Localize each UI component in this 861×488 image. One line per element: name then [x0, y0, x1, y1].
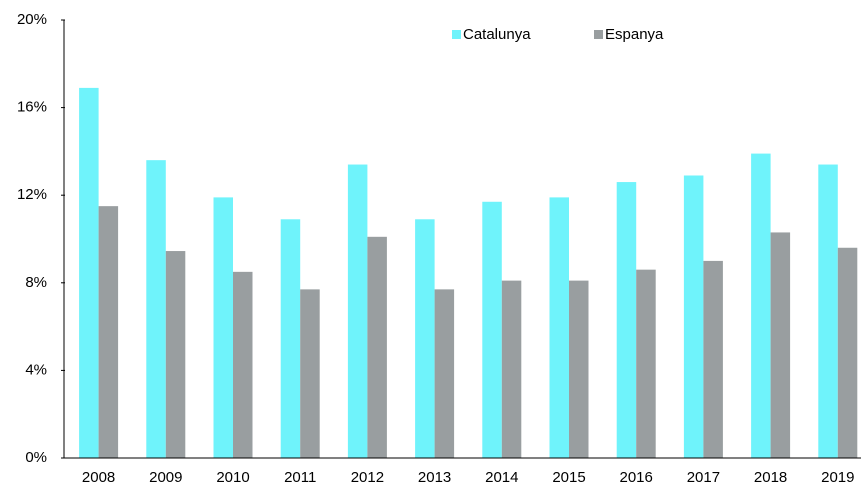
bar	[837, 247, 858, 458]
y-tick-label: 8%	[25, 274, 47, 291]
x-tick-label: 2012	[351, 469, 384, 486]
bar	[751, 153, 771, 458]
legend-label: Espanya	[605, 26, 664, 43]
bar	[300, 289, 320, 458]
bar	[367, 236, 387, 458]
bar	[434, 289, 455, 458]
x-tick-label: 2015	[552, 469, 585, 486]
bar	[549, 197, 569, 458]
y-tick-label: 16%	[17, 99, 47, 116]
bar	[683, 175, 704, 459]
x-tick-label: 2017	[687, 469, 720, 486]
bar	[146, 160, 166, 458]
bar	[79, 87, 99, 458]
bar	[501, 280, 522, 458]
x-tick-label: 2013	[418, 469, 451, 486]
y-tick-label: 12%	[17, 186, 47, 203]
x-tick-label: 2018	[754, 469, 787, 486]
bar	[213, 197, 233, 458]
x-tick-label: 2016	[620, 469, 653, 486]
bar	[482, 201, 502, 458]
bar	[616, 182, 637, 458]
y-tick-label: 0%	[25, 449, 47, 466]
bar	[569, 280, 589, 458]
bar	[233, 271, 253, 458]
x-tick-label: 2019	[821, 469, 854, 486]
legend-label: Catalunya	[463, 26, 531, 43]
x-tick-label: 2014	[485, 469, 518, 486]
x-tick-label: 2010	[216, 469, 249, 486]
x-tick-label: 2011	[284, 469, 316, 486]
x-tick-label: 2008	[82, 469, 115, 486]
bar	[347, 164, 368, 459]
bar	[770, 232, 791, 458]
bar	[818, 164, 838, 459]
bar	[703, 260, 723, 458]
bar	[415, 219, 435, 458]
bar	[98, 206, 119, 458]
bar	[636, 269, 656, 458]
bar	[165, 251, 186, 458]
y-tick-label: 20%	[17, 11, 47, 28]
bar	[280, 219, 301, 458]
legend-swatch	[452, 30, 461, 39]
x-tick-label: 2009	[149, 469, 182, 486]
legend-swatch	[594, 30, 603, 39]
y-tick-label: 4%	[25, 361, 47, 378]
